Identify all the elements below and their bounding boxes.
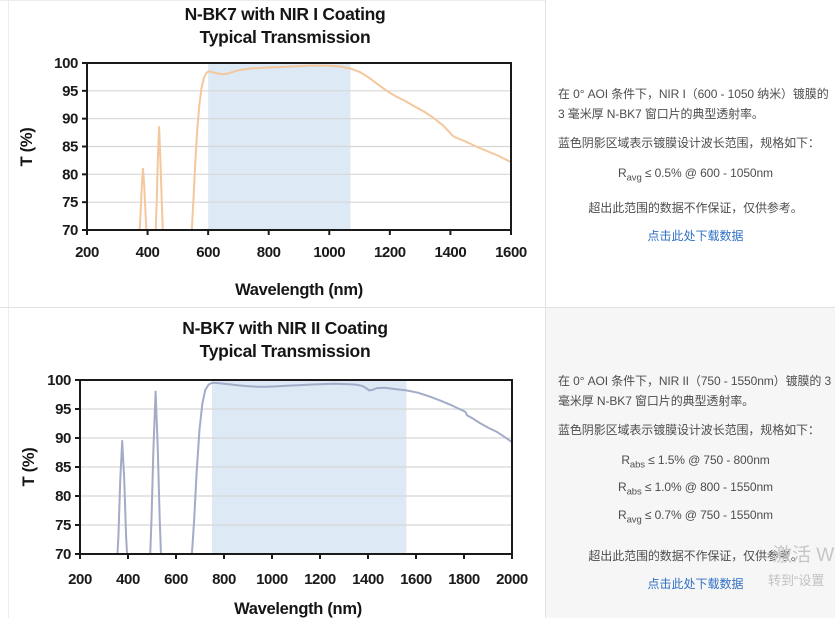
- disclaimer-note: 超出此范围的数据不作保证，仅供参考。: [588, 201, 803, 216]
- x-tick-label: 600: [164, 571, 188, 588]
- plot-area: 200 400 600 800 1000 1200 1400 1600 1800 2000 70 75…: [47, 372, 528, 588]
- spec-line: Rabs ≤ 1.0% @ 800 - 1550nm: [618, 480, 773, 498]
- top-border-line: [0, 0, 835, 1]
- chart-title-line2: Typical Transmission: [200, 27, 371, 47]
- y-axis-title: T (%): [20, 448, 38, 487]
- download-data-link[interactable]: 点击此处下载数据: [647, 229, 744, 244]
- y-tick-label: 90: [62, 111, 78, 128]
- x-tick-label: 400: [116, 571, 140, 588]
- band-note: 蓝色阴影区域表示镀膜设计波长范围，规格如下：: [558, 423, 820, 437]
- x-tick-label: 400: [136, 244, 160, 261]
- coating-description: 在 0° AOI 条件下，NIR I（600 - 1050 纳米）镀膜的 3 毫…: [558, 84, 833, 124]
- y-tick-label: 75: [55, 517, 71, 534]
- x-tick-label: 1200: [374, 244, 406, 261]
- y-tick-label: 70: [55, 546, 71, 563]
- x-tick-label: 800: [212, 571, 236, 588]
- x-tick-label: 200: [68, 571, 92, 588]
- y-tick-label: 100: [54, 55, 78, 72]
- windows-activation-watermark-line1: 激活 W: [773, 545, 835, 566]
- y-tick-label: 85: [62, 139, 78, 156]
- y-tick-label: 95: [55, 401, 71, 418]
- y-tick-label: 80: [55, 488, 71, 505]
- x-tick-label: 800: [257, 244, 281, 261]
- transmission-curve: [138, 64, 510, 229]
- transmission-curve: [116, 381, 511, 553]
- x-tick-label: 1400: [352, 571, 384, 588]
- y-tick-label: 75: [62, 194, 78, 211]
- y-tick-label: 70: [62, 222, 78, 239]
- plot-area: 200 400 600 800 1000 1200 1400 1600 70 75 80 85 90 95…: [54, 55, 527, 261]
- spec-line: Rabs ≤ 1.5% @ 750 - 800nm: [621, 453, 770, 471]
- column-divider: [545, 0, 546, 618]
- x-axis-title: Wavelength (nm): [234, 600, 362, 618]
- chart-title-line1: N-BK7 with NIR I Coating: [185, 4, 386, 24]
- windows-activation-watermark-line2: 转到“设置: [768, 573, 825, 588]
- x-tick-label: 1400: [435, 244, 467, 261]
- chart-title-line2: Typical Transmission: [200, 341, 371, 361]
- coating-description: 在 0° AOI 条件下，NIR II（750 - 1550nm）镀膜的 3 毫…: [558, 371, 833, 411]
- description-line: 毫米厚 N-BK7 窗口片的典型透射率。: [558, 394, 755, 408]
- x-tick-label: 200: [75, 244, 99, 261]
- x-tick-label: 1600: [495, 244, 527, 261]
- nir1-info-panel: 在 0° AOI 条件下，NIR I（600 - 1050 纳米）镀膜的 3 毫…: [546, 0, 835, 307]
- description-line: 3 毫米厚 N-BK7 窗口片的典型透射率。: [558, 107, 764, 121]
- y-tick-label: 85: [55, 459, 71, 476]
- nir1-transmission-chart: N-BK7 with NIR I Coating Typical Transmi…: [18, 4, 527, 299]
- x-tick-label: 600: [196, 244, 220, 261]
- description-line: 在 0° AOI 条件下，NIR I（600 - 1050 纳米）镀膜的: [558, 87, 829, 101]
- spec-line: Ravg ≤ 0.5% @ 600 - 1050nm: [618, 166, 773, 184]
- left-border-line: [8, 0, 9, 618]
- x-axis-title: Wavelength (nm): [235, 281, 363, 299]
- y-tick-label: 80: [62, 166, 78, 183]
- plot-border: [79, 379, 513, 555]
- chart-title-line1: N-BK7 with NIR II Coating: [182, 318, 387, 338]
- disclaimer-note: 超出此范围的数据不作保证，仅供参考。: [588, 549, 803, 564]
- download-data-link[interactable]: 点击此处下载数据: [647, 577, 744, 592]
- plot-border: [86, 62, 512, 231]
- x-tick-label: 1800: [448, 571, 480, 588]
- y-tick-label: 95: [62, 83, 78, 100]
- spec-list: Rabs ≤ 1.5% @ 750 - 800nm Rabs ≤ 1.0% @ 8…: [558, 449, 833, 531]
- spec-line: Ravg ≤ 0.7% @ 750 - 1550nm: [618, 507, 773, 526]
- description-line: 在 0° AOI 条件下，NIR II（750 - 1550nm）镀膜的 3: [558, 374, 832, 388]
- x-tick-label: 1000: [313, 244, 345, 261]
- spec-list: Ravg ≤ 0.5% @ 600 - 1050nm: [558, 162, 833, 189]
- nir2-transmission-chart: N-BK7 with NIR II Coating Typical Transm…: [20, 318, 528, 618]
- band-note: 蓝色阴影区域表示镀膜设计波长范围，规格如下：: [558, 136, 820, 150]
- nir2-info-panel: 在 0° AOI 条件下，NIR II（750 - 1550nm）镀膜的 3 毫…: [546, 308, 835, 618]
- x-tick-label: 1600: [400, 571, 432, 588]
- x-tick-label: 2000: [496, 571, 528, 588]
- row-divider: [0, 307, 835, 308]
- x-tick-label: 1000: [256, 571, 288, 588]
- y-axis-title: T (%): [18, 128, 36, 167]
- y-tick-label: 100: [47, 372, 71, 389]
- x-tick-label: 1200: [304, 571, 336, 588]
- y-tick-label: 90: [55, 430, 71, 447]
